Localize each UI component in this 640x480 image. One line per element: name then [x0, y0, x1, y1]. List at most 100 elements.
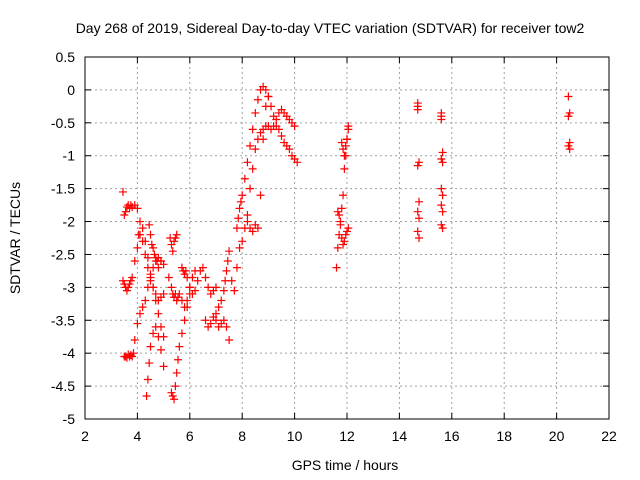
data-point: 3.55, -1.85 — [121, 207, 130, 216]
x-tick-label: 14 — [392, 428, 408, 444]
data-point: 20.45, -0.1 — [564, 92, 573, 101]
data-point: 8, -2.3 — [238, 237, 247, 246]
data-point: 8.2, -2 — [243, 217, 252, 226]
data-point: 3.8, -4.05 — [128, 352, 137, 361]
data-point: 8.5, -0.9 — [251, 145, 260, 154]
data-point: 4.8, -2.7 — [154, 263, 163, 272]
x-tick-label: 4 — [134, 428, 142, 444]
data-point: 11.8, -1.8 — [337, 204, 346, 213]
data-point: 6, -3 — [185, 283, 194, 292]
data-point: 5, -4.2 — [159, 362, 168, 371]
data-point: 6.5, -2.7 — [198, 263, 207, 272]
data-point: 4.1, -2 — [136, 217, 145, 226]
data-point: 4.1, -3.4 — [136, 309, 145, 318]
data-point: 11.85, -2.35 — [339, 240, 348, 249]
data-point: 9.5, -0.7 — [277, 131, 286, 140]
data-point: 3.65, -3 — [124, 283, 133, 292]
data-point: 8.2, -1.1 — [243, 158, 252, 167]
data-point: 9, -0.1 — [264, 92, 273, 101]
data-point: 4.4, -3 — [143, 283, 152, 292]
data-point: 20.45, -0.85 — [564, 141, 573, 150]
data-point: 14.75, -1.95 — [415, 214, 424, 223]
y-tick-label: -0.5 — [51, 115, 75, 131]
data-point: 8.9, 0 — [261, 85, 270, 94]
data-point: 5.9, -3.2 — [183, 296, 192, 305]
y-tick-label: -4 — [63, 345, 76, 361]
data-point: 5.2, -2.85 — [164, 273, 173, 282]
data-point: 11.9, -2.3 — [340, 237, 349, 246]
y-tick-label: -2.5 — [51, 246, 75, 262]
data-point: 7.95, -1.7 — [236, 197, 245, 206]
data-point: 7.9, -1.8 — [235, 204, 244, 213]
data-points: 3.45, -1.553.5, -1.93.55, -1.853.6, -1.7… — [118, 82, 574, 404]
y-tick-label: 0.5 — [56, 49, 76, 65]
data-point: 11.95, -0.85 — [341, 141, 350, 150]
data-point: 5.3, -4.6 — [167, 388, 176, 397]
y-tick-label: -5 — [63, 411, 76, 427]
data-point: 6.8, -3.55 — [206, 319, 215, 328]
data-point: 4, -2.4 — [133, 243, 142, 252]
x-tick-label: 2 — [81, 428, 89, 444]
data-point: 6.7, -3 — [204, 283, 213, 292]
data-point: 3.7, -2.95 — [125, 280, 134, 289]
data-point: 4.2, -2.3 — [138, 237, 147, 246]
data-point: 11.65, -2.4 — [333, 243, 342, 252]
data-point: 9.3, -0.45 — [272, 115, 281, 124]
data-point: 9.4, -0.6 — [274, 125, 283, 134]
x-tick-label: 22 — [601, 428, 617, 444]
data-point: 8.6, -0.15 — [253, 95, 262, 104]
data-point: 5.55, -3.15 — [174, 293, 183, 302]
data-point: 5.6, -3.1 — [175, 289, 184, 298]
data-point: 8.4, -0.6 — [248, 125, 257, 134]
data-point: 5.6, -3.9 — [175, 342, 184, 351]
data-point: 8.1, -1.35 — [240, 174, 249, 183]
data-point: 4.2, -3.3 — [138, 303, 147, 312]
data-point: 4.7, -2.55 — [151, 253, 160, 262]
data-point: 8.4, -2.15 — [248, 227, 257, 236]
data-point: 5, -3.1 — [159, 289, 168, 298]
y-tick-label: -3.5 — [51, 312, 75, 328]
y-tick-label: -4.5 — [51, 378, 75, 394]
x-axis-label: GPS time / hours — [292, 457, 399, 473]
data-point: 7.45, -2.6 — [223, 257, 232, 266]
data-point: 15.6, -2.05 — [437, 220, 446, 229]
x-tick-label: 12 — [339, 428, 355, 444]
data-point: 15.65, -2.1 — [438, 224, 447, 233]
data-point: 8.3, -0.85 — [246, 141, 255, 150]
data-point: 5.3, -3 — [167, 283, 176, 292]
data-point: 15.6, -1.05 — [437, 155, 446, 164]
data-point: 4.5, -3.9 — [146, 342, 155, 351]
data-point: 4.1, -2.2 — [136, 230, 145, 239]
data-point: 8.4, -1.2 — [248, 164, 257, 173]
data-point: 4.65, -2.5 — [150, 250, 159, 259]
data-point: 4.5, -2.2 — [146, 230, 155, 239]
x-tick-label: 10 — [287, 428, 303, 444]
data-point: 11.95, -2.2 — [341, 230, 350, 239]
chart-title: Day 268 of 2019, Sidereal Day-to-day VTE… — [76, 20, 585, 36]
data-point: 5.85, -2.75 — [181, 266, 190, 275]
data-point: 14.75, -1.1 — [415, 158, 424, 167]
data-point: 5.9, -2.85 — [183, 273, 192, 282]
data-point: 4.3, -3.2 — [141, 296, 150, 305]
data-point: 7.4, -3.6 — [222, 322, 231, 331]
data-point: 8.6, -2.1 — [253, 224, 262, 233]
data-point: 15.65, -0.95 — [438, 148, 447, 157]
data-point: 15.6, -1.75 — [437, 201, 446, 210]
x-tick-label: 8 — [238, 428, 246, 444]
data-point: 7.5, -3.8 — [225, 336, 234, 345]
data-point: 12.05, -2.1 — [344, 224, 353, 233]
data-point: 14.7, -0.25 — [413, 102, 422, 111]
y-tick-label: -3 — [63, 279, 76, 295]
data-point: 5.45, -2.25 — [171, 234, 180, 242]
data-point: 7.9, -2.4 — [235, 243, 244, 252]
data-point: 7.8, -2.7 — [232, 263, 241, 272]
data-point: 4, -1.8 — [133, 204, 142, 213]
data-point: 10.1, -1.1 — [293, 158, 302, 167]
data-point: 4.45, -4.15 — [145, 359, 154, 368]
data-point: 7.6, -2.9 — [227, 276, 236, 285]
data-point: 9.2, -0.55 — [269, 122, 278, 131]
x-tick-label: 20 — [549, 428, 565, 444]
data-point: 4.8, -3.4 — [154, 309, 163, 318]
data-point: 20.45, -0.4 — [564, 112, 573, 121]
y-tick-label: -1.5 — [51, 181, 75, 197]
